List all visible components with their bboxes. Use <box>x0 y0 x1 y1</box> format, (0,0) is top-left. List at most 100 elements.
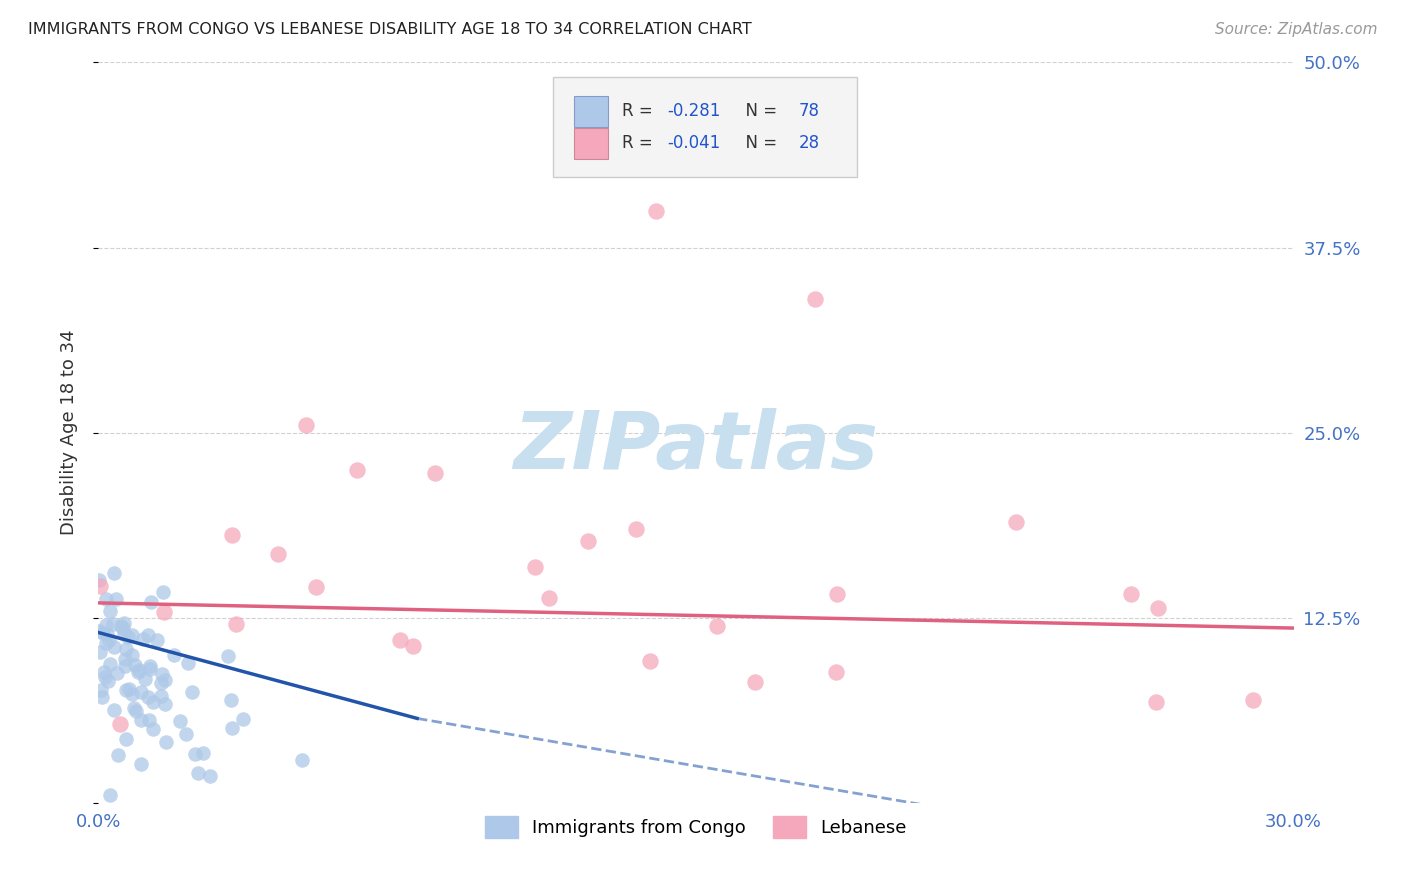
Point <box>90 682 112 697</box>
Point <box>346 462 368 476</box>
Point <box>104 592 127 607</box>
Text: -0.281: -0.281 <box>668 103 721 120</box>
Point <box>388 633 411 648</box>
Point <box>294 418 316 433</box>
Point <box>221 721 243 735</box>
Point <box>626 522 648 536</box>
Point <box>425 466 447 480</box>
Point <box>221 528 243 542</box>
Point <box>136 628 159 642</box>
Point <box>103 703 125 717</box>
Point <box>91 626 114 640</box>
Point <box>121 628 143 642</box>
Point <box>153 605 176 619</box>
Point <box>129 685 152 699</box>
Point <box>129 714 152 728</box>
Point <box>291 753 314 767</box>
Point <box>149 676 172 690</box>
Text: 78: 78 <box>799 103 820 120</box>
Y-axis label: Disability Age 18 to 34: Disability Age 18 to 34 <box>59 330 77 535</box>
Text: R =: R = <box>621 103 658 120</box>
Point <box>217 648 239 663</box>
Point <box>1005 515 1028 529</box>
Point <box>97 633 120 648</box>
Point <box>127 665 149 679</box>
Point <box>111 621 134 635</box>
Point <box>139 662 162 676</box>
Point <box>706 619 728 633</box>
Point <box>124 658 146 673</box>
Point <box>98 657 121 672</box>
Point <box>124 701 146 715</box>
Point <box>96 626 118 640</box>
Text: R =: R = <box>621 134 658 153</box>
Point <box>128 663 150 677</box>
Point <box>103 640 125 654</box>
Point <box>98 604 121 618</box>
Point <box>94 670 117 684</box>
Point <box>132 632 155 646</box>
Point <box>117 682 139 697</box>
Point <box>93 665 115 679</box>
Point <box>169 714 191 728</box>
Point <box>145 632 167 647</box>
Text: 28: 28 <box>799 134 820 153</box>
Point <box>538 591 561 605</box>
Point <box>114 651 136 665</box>
Point <box>177 656 200 670</box>
Point <box>91 690 114 705</box>
Point <box>105 665 128 680</box>
Point <box>1241 693 1264 707</box>
Point <box>112 627 135 641</box>
Point <box>267 547 290 561</box>
Point <box>96 591 118 606</box>
Point <box>89 645 111 659</box>
Point <box>1144 695 1167 709</box>
Legend: Immigrants from Congo, Lebanese: Immigrants from Congo, Lebanese <box>478 809 914 846</box>
Point <box>744 675 766 690</box>
Point <box>198 769 221 783</box>
Point <box>121 648 143 663</box>
Point <box>115 642 138 657</box>
Point <box>94 636 117 650</box>
Point <box>184 747 207 761</box>
Text: ZIPatlas: ZIPatlas <box>513 409 879 486</box>
Point <box>94 618 117 632</box>
Point <box>139 595 162 609</box>
Point <box>150 689 173 703</box>
Point <box>114 732 136 747</box>
Point <box>107 747 129 762</box>
Point <box>101 616 124 631</box>
Bar <box>574 128 607 159</box>
Point <box>110 619 132 633</box>
Point <box>305 580 328 594</box>
Point <box>129 756 152 771</box>
Point <box>134 672 156 686</box>
Point <box>804 293 827 307</box>
Point <box>193 746 215 760</box>
Point <box>138 658 160 673</box>
Point <box>402 639 425 653</box>
Point <box>825 665 848 680</box>
Point <box>142 695 165 709</box>
Point <box>1119 587 1142 601</box>
Point <box>153 697 176 711</box>
Text: N =: N = <box>735 103 783 120</box>
Point <box>121 687 143 701</box>
Point <box>89 579 111 593</box>
Point <box>103 566 125 581</box>
Point <box>825 587 848 601</box>
Point <box>576 533 599 548</box>
Point <box>97 674 120 689</box>
Text: Source: ZipAtlas.com: Source: ZipAtlas.com <box>1215 22 1378 37</box>
Point <box>221 693 243 707</box>
Point <box>98 789 122 803</box>
FancyBboxPatch shape <box>553 78 858 178</box>
Point <box>225 616 247 631</box>
Point <box>187 766 209 780</box>
Point <box>152 585 174 599</box>
Point <box>138 714 160 728</box>
Text: IMMIGRANTS FROM CONGO VS LEBANESE DISABILITY AGE 18 TO 34 CORRELATION CHART: IMMIGRANTS FROM CONGO VS LEBANESE DISABI… <box>28 22 752 37</box>
Point <box>153 673 176 688</box>
Point <box>152 667 174 681</box>
